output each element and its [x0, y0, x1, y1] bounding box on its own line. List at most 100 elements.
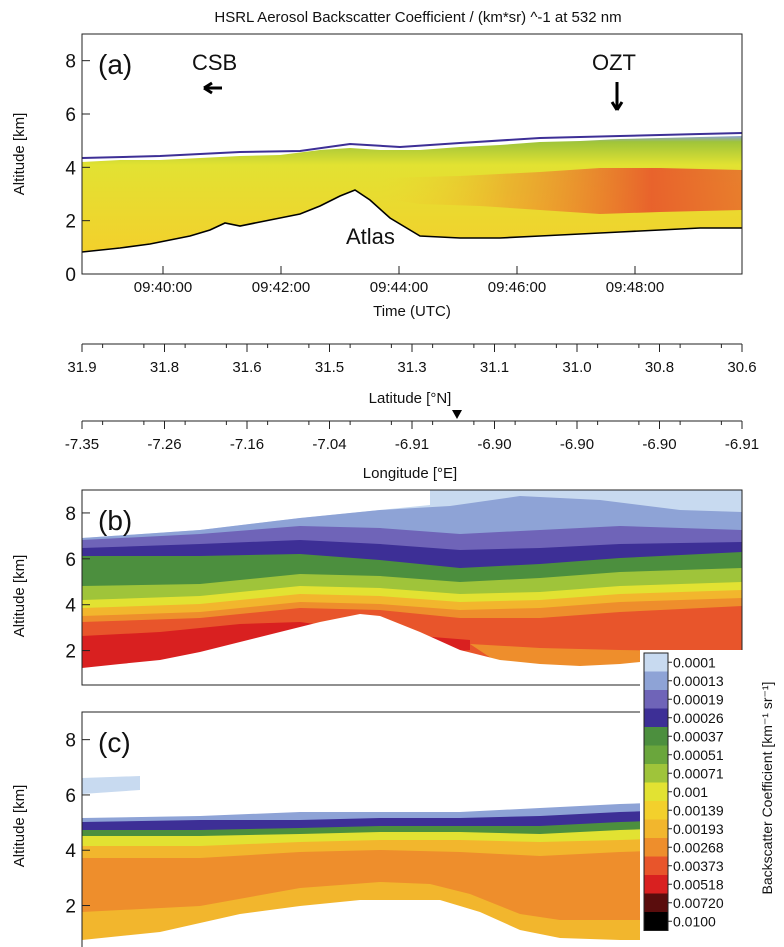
terrain-c-white	[82, 900, 642, 947]
longitude-tick-label: -6.91	[725, 436, 759, 453]
longitude-tick-label: -7.26	[147, 436, 181, 453]
latitude-label: Latitude [°N]	[369, 390, 452, 407]
colorbar-frame	[643, 652, 669, 931]
latitude-axis: 31.9 31.8 31.6 31.5 31.3 31.1 31.0 30.8 30.6 Lat…	[67, 343, 757, 419]
colorbar-swatch	[644, 690, 668, 709]
contour-c-light-blue-patch	[82, 776, 140, 794]
colorbar-swatch	[644, 875, 668, 894]
colorbar-swatch	[644, 671, 668, 690]
colorbar-level-label: 0.00268	[673, 839, 724, 855]
panel-a-xtick-label: 09:40:00	[134, 279, 192, 296]
red-aerosol-band-a	[380, 168, 742, 214]
panel-a-label: (a)	[98, 49, 132, 80]
colorbar-swatch	[644, 838, 668, 857]
panel-b: (b) Altitude [km] 2 4 6 8	[11, 489, 743, 686]
panel-a-ytick-label: 4	[65, 158, 76, 179]
longitude-label: Longitude [°E]	[363, 465, 457, 482]
colorbar-swatches: 0.0001 0.00013 0.00019 0.00026 0.00037 0.0005…	[643, 652, 724, 931]
panel-c-ytick-label: 4	[65, 841, 76, 862]
colorbar-level-label: 0.00071	[673, 765, 724, 781]
panel-c-ytick-label: 8	[65, 731, 76, 752]
colorbar-swatch	[644, 912, 668, 931]
panel-c-frame	[81, 711, 642, 947]
colorbar-level-label: 0.00720	[673, 895, 724, 911]
latitude-tick-label: 31.8	[150, 359, 179, 376]
latitude-tick-label: 31.6	[232, 359, 261, 376]
ozt-arrow-icon	[610, 82, 624, 111]
panel-a-xtick-label: 09:48:00	[606, 279, 664, 296]
colorbar-swatch	[644, 708, 668, 727]
colorbar-level-label: 0.00037	[673, 728, 724, 744]
panel-b-ytick-label: 8	[65, 504, 76, 525]
panel-c-field	[82, 712, 642, 947]
panel-a-yticks: 0 2 4 6 8	[65, 52, 90, 286]
csb-arrow-icon	[203, 81, 222, 95]
panel-b-frame	[81, 489, 743, 686]
panel-a-ytick-label: 2	[65, 212, 76, 233]
colorbar-swatch	[644, 653, 668, 672]
panel-c-ytick-label: 2	[65, 897, 76, 918]
colorbar-swatch	[644, 819, 668, 838]
longitude-tick-label: -7.04	[312, 436, 346, 453]
colorbar: 0.0001 0.00013 0.00019 0.00026 0.00037 0.0005…	[640, 650, 775, 947]
panel-a-xlabel: Time (UTC)	[373, 303, 451, 320]
panel-b-ytick-label: 2	[65, 642, 76, 663]
longitude-tick-label: -6.90	[477, 436, 511, 453]
latitude-ticks: 31.9 31.8 31.6 31.5 31.3 31.1 31.0 30.8 30.6	[67, 344, 757, 376]
colorbar-level-label: 0.00019	[673, 691, 724, 707]
atlas-label: Atlas	[346, 224, 395, 249]
longitude-tick-label: -6.90	[560, 436, 594, 453]
latitude-tick-label: 31.3	[397, 359, 426, 376]
panel-c: (c) Altitude [km] 2 4 6 8	[11, 711, 642, 947]
longitude-tick-label: -6.91	[395, 436, 429, 453]
longitude-tick-label: -7.35	[65, 436, 99, 453]
colorbar-swatch	[644, 893, 668, 912]
panel-b-ytick-label: 4	[65, 596, 76, 617]
longitude-axis: -7.35 -7.26 -7.16 -7.04 -6.91 -6.90 -6.90 -6.90…	[65, 420, 759, 482]
colorbar-swatch	[644, 856, 668, 875]
longitude-ticks: -7.35 -7.26 -7.16 -7.04 -6.91 -6.90 -6.90 -6.90…	[65, 421, 759, 453]
colorbar-swatch	[644, 727, 668, 746]
colorbar-level-label: 0.00139	[673, 802, 724, 818]
colorbar-level-label: 0.00193	[673, 821, 724, 837]
latitude-tick-label: 30.8	[645, 359, 674, 376]
colorbar-swatch	[644, 745, 668, 764]
panel-c-ytick-label: 6	[65, 786, 76, 807]
colorbar-level-label: 0.0100	[673, 913, 716, 929]
panel-a-xtick-label: 09:46:00	[488, 279, 546, 296]
panel-b-field	[82, 490, 742, 685]
panel-b-label: (b)	[98, 505, 132, 536]
longitude-tick-label: -7.16	[230, 436, 264, 453]
layer-top-line	[82, 132, 742, 159]
panel-b-ylabel: Altitude [km]	[11, 555, 28, 638]
latitude-tick-label: 31.0	[562, 359, 591, 376]
latitude-tick-label: 31.1	[480, 359, 509, 376]
colorbar-label: Backscatter Coefficient [km⁻¹ sr⁻¹]	[759, 682, 775, 895]
terrain-line	[82, 189, 742, 253]
panel-a-ytick-label: 6	[65, 105, 76, 126]
latitude-tick-label: 31.9	[67, 359, 96, 376]
panel-b-yticks: 2 4 6 8	[65, 504, 90, 663]
colorbar-swatch	[644, 782, 668, 801]
colorbar-swatch	[644, 764, 668, 783]
colorbar-level-label: 0.0001	[673, 654, 716, 670]
panel-a-ylabel: Altitude [km]	[11, 113, 28, 196]
colorbar-level-label: 0.001	[673, 784, 708, 800]
panel-a-xtick-label: 09:42:00	[252, 279, 310, 296]
panel-a-ytick-label: 0	[65, 265, 76, 286]
colorbar-level-label: 0.00373	[673, 858, 724, 874]
figure-title: HSRL Aerosol Backscatter Coefficient / (…	[214, 9, 621, 26]
panel-a-xticks: 09:40:00 09:42:00 09:44:00 09:46:00 09:48:00	[134, 266, 664, 296]
panel-a-frame	[81, 33, 743, 275]
terrain-b-white	[82, 614, 742, 685]
panel-a-ytick-label: 8	[65, 52, 76, 73]
colorbar-swatch	[644, 801, 668, 820]
panel-b-ytick-label: 6	[65, 550, 76, 571]
colorbar-level-label: 0.00518	[673, 876, 724, 892]
colorbar-level-label: 0.00013	[673, 673, 724, 689]
colorbar-level-label: 0.00051	[673, 747, 724, 763]
ozt-label: OZT	[592, 50, 636, 75]
longitude-tick-label: -6.90	[642, 436, 676, 453]
panel-a-xtick-label: 09:44:00	[370, 279, 428, 296]
